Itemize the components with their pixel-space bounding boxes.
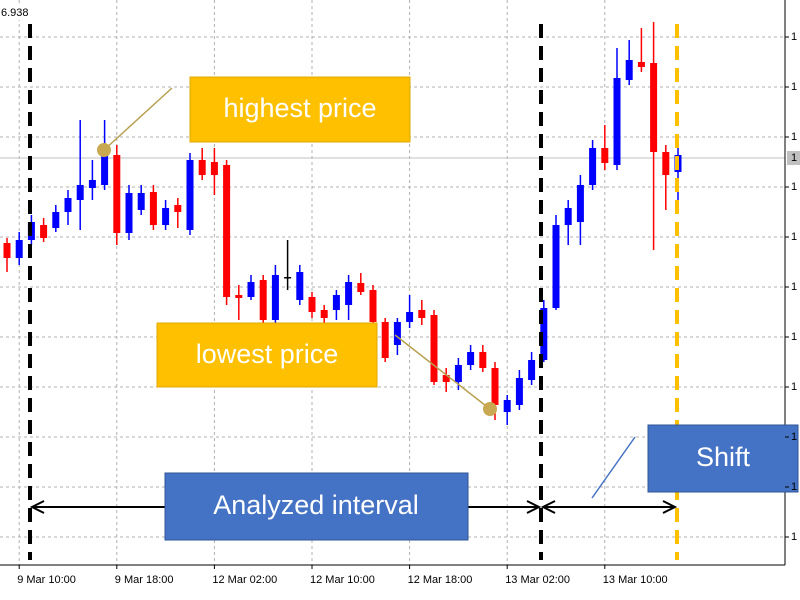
candle-body — [113, 155, 121, 233]
candle-body — [125, 193, 133, 233]
candle-body — [320, 310, 328, 318]
candle-body — [589, 148, 597, 185]
shift-pointer — [591, 436, 636, 499]
shift-box — [647, 424, 799, 493]
corner-label: 6.938 — [1, 7, 29, 19]
candle-body — [552, 225, 560, 308]
candle-body — [259, 280, 267, 320]
candle-body — [15, 240, 23, 258]
candle-body — [454, 365, 462, 382]
candle-body — [393, 322, 401, 345]
candle-body — [210, 162, 218, 175]
y-tick-label: 1 — [791, 281, 797, 293]
x-tick-label: 12 Mar 10:00 — [310, 574, 375, 586]
candle-body — [137, 193, 145, 210]
candle-body — [52, 212, 60, 228]
y-tick-label: 1 — [791, 431, 797, 443]
y-tick-label: 1 — [791, 381, 797, 393]
highest-box — [189, 76, 411, 143]
candle-body — [418, 310, 426, 318]
candle-body — [345, 282, 353, 305]
x-tick-label: 12 Mar 02:00 — [212, 574, 277, 586]
candle-body — [576, 185, 584, 222]
candle-body — [332, 295, 340, 310]
candle-body — [271, 275, 279, 320]
highest-pointer — [103, 87, 173, 151]
candle-body — [186, 160, 194, 230]
y-tick-label: 1 — [791, 231, 797, 243]
candle-body — [101, 150, 109, 185]
candle-body — [149, 192, 157, 225]
candle-body — [369, 290, 377, 322]
candle-body — [381, 322, 389, 358]
candle-body — [406, 312, 414, 322]
candle-body — [515, 378, 523, 405]
candle-body — [40, 225, 48, 238]
candle-body — [430, 315, 438, 382]
candle-body — [479, 352, 487, 368]
y-tick-label: 1 — [791, 331, 797, 343]
candle-body — [637, 62, 645, 67]
y-tick-label: 1 — [791, 31, 797, 43]
highest-text: highest price — [223, 93, 376, 123]
shift-arrow — [540, 500, 678, 514]
lowest-dot — [483, 402, 497, 416]
candle-body — [3, 243, 11, 258]
candle-body — [296, 272, 304, 300]
corner-label-box — [0, 4, 36, 20]
candle-body — [528, 360, 536, 380]
candle-body — [625, 60, 633, 80]
candle-body — [491, 368, 499, 405]
y-tick-label: 1 — [791, 81, 797, 93]
candle-body — [247, 282, 255, 297]
shift-text: Shift — [696, 442, 751, 472]
candle-body — [174, 205, 182, 212]
candle-body — [64, 198, 72, 212]
candle-body — [662, 152, 670, 175]
candles — [3, 22, 682, 425]
candle-body — [235, 295, 243, 298]
x-tick-label: 13 Mar 10:00 — [603, 574, 668, 586]
lowest-pointer — [394, 334, 491, 410]
candle-body — [650, 63, 658, 152]
candle-body — [503, 400, 511, 412]
highest-dot — [97, 143, 111, 157]
candle-body — [601, 148, 609, 163]
candle-body — [162, 208, 170, 225]
candle-body — [467, 352, 475, 365]
candle-body — [613, 78, 621, 165]
candle-body — [76, 185, 84, 200]
candle-body — [284, 277, 292, 279]
candle-body — [308, 297, 316, 312]
x-tick-label: 9 Mar 18:00 — [115, 574, 174, 586]
x-tick-label: 13 Mar 02:00 — [505, 574, 570, 586]
candle-body — [357, 283, 365, 292]
y-tick-label: 1 — [791, 181, 797, 193]
interval-box — [164, 472, 469, 541]
lowest-text: lowest price — [196, 339, 339, 369]
x-tick-label: 12 Mar 18:00 — [408, 574, 473, 586]
candle-body — [88, 180, 96, 188]
lowest-box — [156, 322, 378, 388]
price-line-box — [787, 151, 800, 165]
x-tick-label: 9 Mar 10:00 — [17, 574, 76, 586]
candle-body — [198, 160, 206, 175]
y-tick-label: 1 — [791, 531, 797, 543]
y-tick-label: 1 — [791, 481, 797, 493]
candle-body — [540, 308, 548, 360]
candle-body — [442, 375, 450, 382]
price-line-label: 1 — [791, 152, 797, 164]
y-tick-label: 1 — [791, 131, 797, 143]
interval-text: Analyzed interval — [213, 490, 419, 520]
candle-body — [223, 165, 231, 297]
candle-body — [564, 208, 572, 225]
